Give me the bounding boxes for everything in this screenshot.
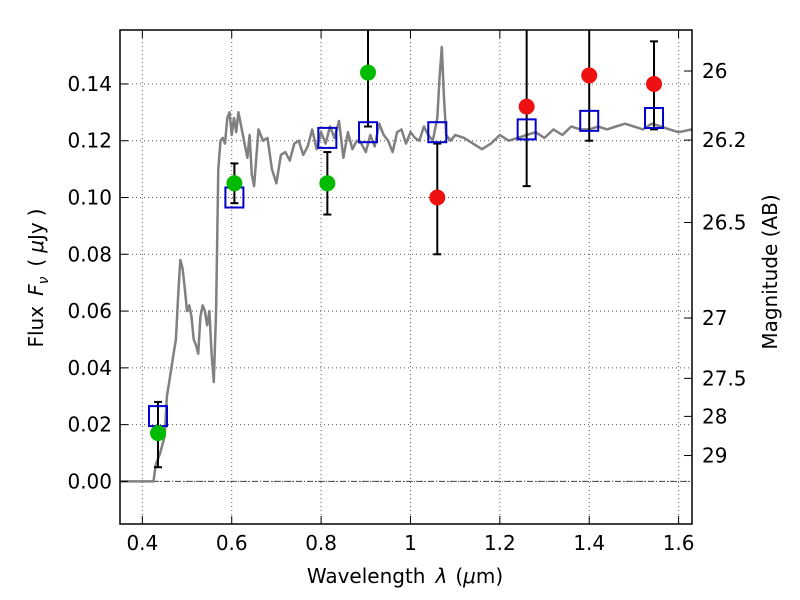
magnitude-tick-label: 26.5 <box>702 210 747 234</box>
model-photometry-square <box>317 126 338 149</box>
plot-frame <box>119 29 693 525</box>
magnitude-axis-ticks: 26 26.2 26.5 27 27.5 28 29 <box>684 59 747 468</box>
model-photometry-square <box>358 121 379 144</box>
flux-measurement-point <box>581 67 598 84</box>
y-tick-label: 0.14 <box>67 72 112 96</box>
y-tick-label: 0.06 <box>67 299 112 323</box>
x-tick-label: 0.6 <box>216 531 248 555</box>
flux-measurement-point <box>429 189 446 206</box>
x-tick-label: 1.6 <box>663 531 695 555</box>
error-bars <box>153 30 659 469</box>
y-tick-label: 0.08 <box>67 242 112 266</box>
x-tick-label: 0.4 <box>126 531 158 555</box>
x-tick-label: 0.8 <box>305 531 337 555</box>
flux-measurement-point <box>360 64 377 81</box>
model-photometry-markers <box>147 107 665 428</box>
magnitude-tick-label: 26 <box>702 59 727 83</box>
y-tick-label: 0.02 <box>67 413 112 437</box>
model-photometry-square <box>579 109 600 132</box>
magnitude-tick-label: 28 <box>702 404 727 428</box>
x-axis-ticks: 0.4 0.6 0.8 1 1.2 1.4 1.6 <box>126 30 695 555</box>
y-axis-ticks: 0.00 0.02 0.04 0.06 0.08 0.10 0.12 0.14 <box>67 72 128 493</box>
flux-measurement-point <box>226 175 243 192</box>
flux-measurement-point <box>149 425 166 442</box>
magnitude-tick-label: 26.2 <box>702 128 747 152</box>
flux-measurement-point <box>646 75 663 92</box>
x-tick-label: 1 <box>404 531 417 555</box>
flux-measurement-point <box>319 175 336 192</box>
magnitude-axis-label: Magnitude (AB) <box>758 194 782 349</box>
x-tick-label: 1.2 <box>484 531 516 555</box>
observed-flux-markers <box>149 64 663 442</box>
magnitude-tick-label: 29 <box>702 444 727 468</box>
magnitude-tick-label: 27.5 <box>702 366 747 390</box>
flux-measurement-point <box>518 98 535 115</box>
y-tick-label: 0.12 <box>67 129 112 153</box>
y-tick-label: 0.00 <box>67 469 112 493</box>
grid <box>120 30 692 524</box>
model-photometry-square <box>516 118 537 141</box>
y-tick-label: 0.04 <box>67 356 112 380</box>
model-photometry-square <box>427 121 448 144</box>
model-photometry-square <box>644 107 665 130</box>
plot-area <box>120 30 693 483</box>
x-tick-label: 1.4 <box>573 531 605 555</box>
magnitude-tick-label: 27 <box>702 306 727 330</box>
y-tick-label: 0.10 <box>67 186 112 210</box>
x-axis-label: Wavelength λ (μm) <box>307 564 503 588</box>
spectrum-line <box>120 45 693 483</box>
y-axis-label: FluxFν(μJy) <box>24 208 52 347</box>
